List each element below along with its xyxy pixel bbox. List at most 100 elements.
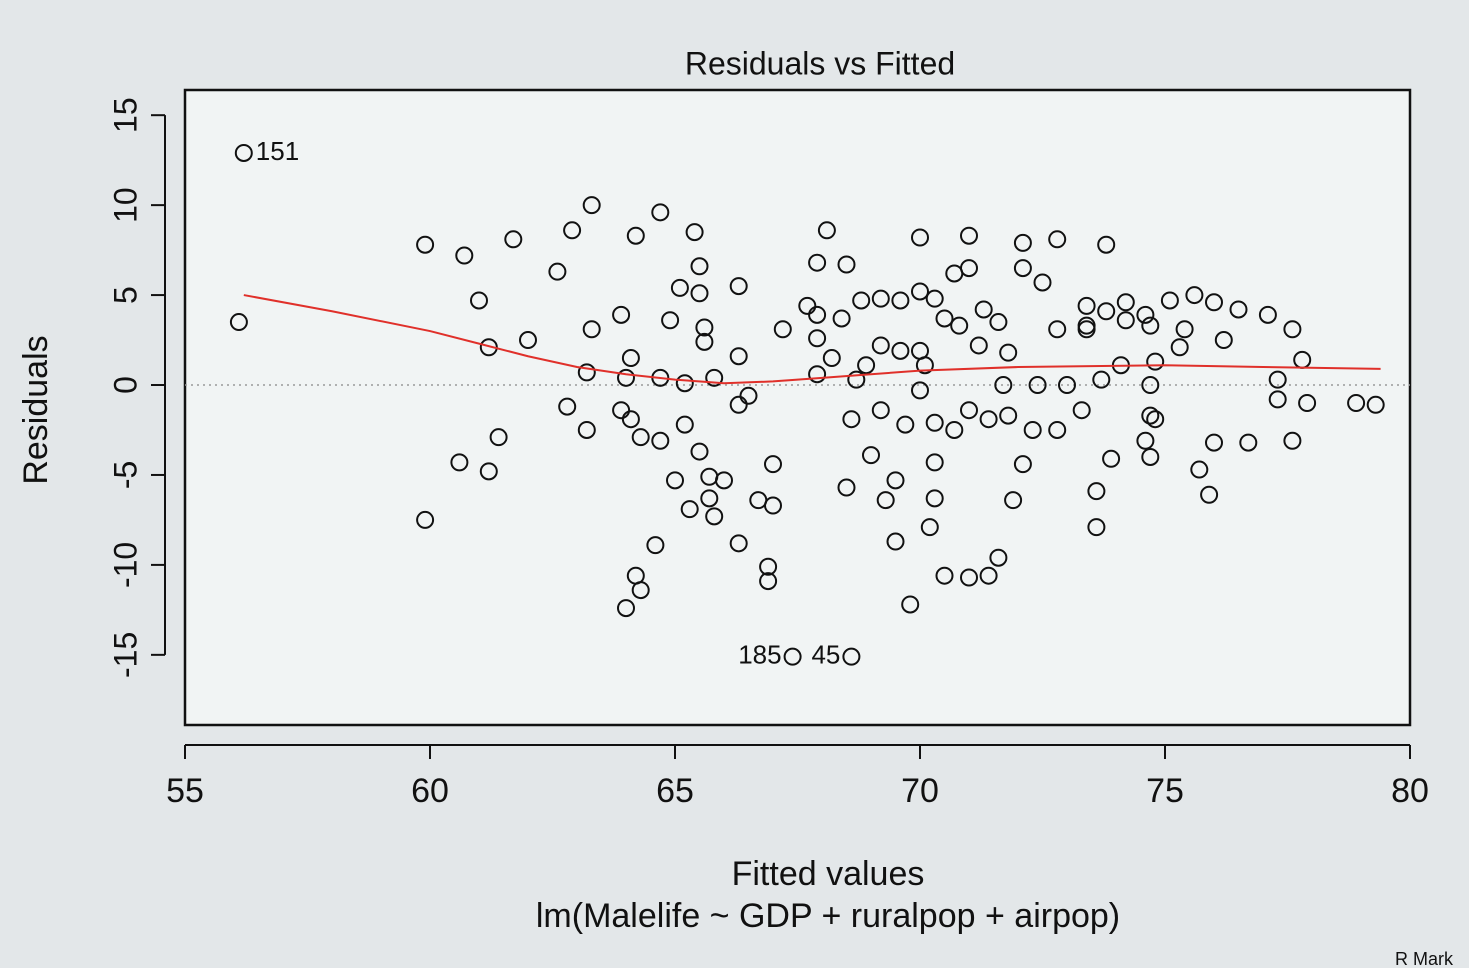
point <box>935 566 954 585</box>
point <box>651 203 670 222</box>
point <box>690 257 709 276</box>
x-tick-label: 80 <box>1391 772 1429 810</box>
point <box>661 311 680 330</box>
point <box>700 489 719 508</box>
point <box>1033 273 1052 292</box>
point <box>764 496 782 515</box>
point <box>1102 449 1121 468</box>
point <box>1136 305 1155 324</box>
point <box>950 316 969 335</box>
point <box>705 507 724 526</box>
point <box>837 478 856 497</box>
point <box>920 518 939 537</box>
x-tick-label: 75 <box>1146 772 1184 810</box>
point <box>582 196 601 215</box>
point <box>617 368 635 387</box>
point <box>1190 460 1209 479</box>
point <box>1092 370 1111 389</box>
point <box>817 221 836 240</box>
point <box>729 534 748 553</box>
point <box>773 320 792 339</box>
point <box>1175 320 1194 339</box>
point <box>798 296 817 315</box>
point <box>1013 455 1032 474</box>
point <box>979 566 998 585</box>
point <box>690 284 709 303</box>
smooth-line <box>243 294 1381 385</box>
point <box>1239 433 1258 452</box>
point <box>1141 406 1160 425</box>
point <box>935 309 954 328</box>
point <box>1136 431 1155 450</box>
point <box>891 341 910 360</box>
point <box>911 228 929 247</box>
point <box>871 401 890 420</box>
chart-title: Residuals vs Fitted <box>685 45 955 81</box>
point <box>1170 338 1189 357</box>
point <box>729 277 748 296</box>
point <box>577 420 596 439</box>
point <box>1347 394 1366 413</box>
point <box>989 548 1008 567</box>
point <box>989 313 1008 332</box>
point <box>1004 491 1023 510</box>
point <box>1185 286 1204 305</box>
point <box>416 510 435 529</box>
y-tick-label: 15 <box>107 97 143 133</box>
point <box>548 262 567 281</box>
x-tick-label: 60 <box>411 772 449 810</box>
point <box>1146 352 1165 371</box>
point <box>822 349 841 368</box>
point <box>705 368 724 387</box>
point <box>729 395 748 414</box>
point <box>911 282 929 301</box>
point <box>1072 401 1091 420</box>
point <box>1028 376 1047 395</box>
point-label: 185 <box>738 640 781 670</box>
point <box>969 336 988 355</box>
point <box>808 365 827 384</box>
y-tick-label: 0 <box>107 376 143 394</box>
point <box>832 309 851 328</box>
point <box>891 291 910 310</box>
point <box>489 428 508 447</box>
y-tick-label: 10 <box>107 187 143 223</box>
point <box>680 500 699 519</box>
point <box>631 581 650 600</box>
point <box>621 349 640 368</box>
point <box>1097 235 1116 254</box>
point <box>871 289 890 308</box>
point <box>715 471 733 490</box>
point <box>666 471 684 490</box>
point <box>1048 230 1067 249</box>
point <box>1268 370 1287 389</box>
point <box>1077 296 1096 315</box>
point <box>847 370 866 389</box>
labeled-point <box>783 647 802 666</box>
point <box>582 320 601 339</box>
point <box>695 332 714 351</box>
point <box>1141 447 1160 466</box>
point <box>999 406 1018 425</box>
point <box>862 446 880 465</box>
point <box>1205 433 1223 452</box>
point <box>631 428 650 447</box>
point <box>1116 293 1135 312</box>
point <box>808 305 827 324</box>
point <box>621 410 640 429</box>
point <box>612 305 631 324</box>
point <box>1283 431 1302 450</box>
point <box>915 356 934 375</box>
point <box>886 471 905 490</box>
point <box>1141 316 1160 335</box>
point <box>871 336 890 355</box>
point <box>1229 300 1248 319</box>
point <box>519 331 537 350</box>
point <box>1087 518 1106 537</box>
y-tick-label: 5 <box>107 286 143 304</box>
labeled-point <box>842 647 861 666</box>
x-tick-label: 55 <box>166 772 204 810</box>
point <box>1097 302 1116 321</box>
point <box>563 221 582 240</box>
point <box>455 246 474 265</box>
